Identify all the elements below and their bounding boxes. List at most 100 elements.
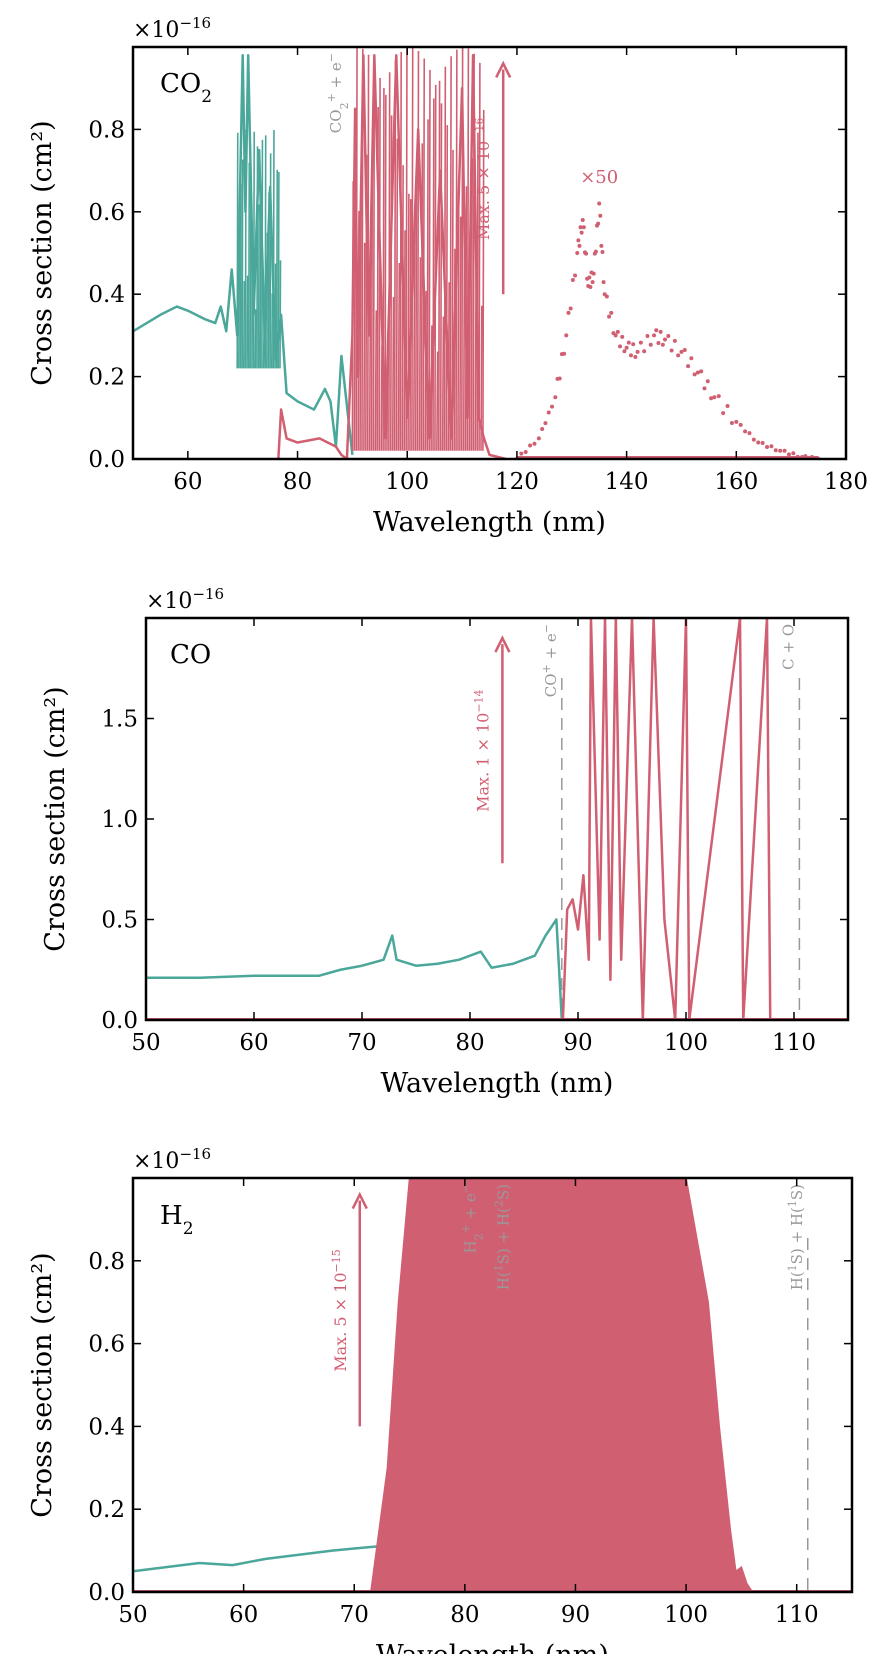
dissociation-line: [455, 49, 458, 451]
dissociation-line: [414, 170, 418, 451]
dissociation-line: [480, 305, 483, 451]
dissociation-line: [462, 206, 466, 451]
scaled-point: [756, 440, 761, 445]
scaled-point: [773, 448, 778, 453]
threshold-label: CO+ + e−: [539, 624, 560, 697]
scaled-point: [588, 285, 593, 290]
y-offset-label: ×10−16: [146, 585, 224, 614]
series-ionization: [146, 918, 564, 1020]
ionization-line: [241, 159, 244, 369]
x-tick-label: 50: [118, 1602, 147, 1628]
scaled-point: [620, 334, 625, 339]
scaled-point: [576, 238, 581, 243]
scaled-point: [600, 249, 605, 254]
threshold-label: H2+ + e−: [459, 1184, 485, 1254]
scaled-point: [609, 310, 614, 315]
ionization-line: [252, 131, 256, 369]
scaled-point: [760, 440, 765, 445]
scaled-point: [598, 213, 603, 218]
scaled-point: [519, 451, 524, 456]
y-tick-label: 0.2: [88, 365, 125, 391]
dissociation-line: [437, 80, 441, 451]
ionization-line: [270, 293, 274, 369]
dissociation-line: [478, 62, 481, 451]
scaled-point: [624, 345, 629, 350]
scaled-point: [654, 328, 659, 333]
x-tick-label: 80: [455, 1030, 484, 1056]
dissociation-line: [376, 107, 379, 451]
scaled-point: [663, 337, 668, 342]
dissociation-line: [366, 54, 370, 451]
scaled-point: [638, 340, 643, 345]
ionization-line: [251, 248, 254, 369]
dissociation-line: [459, 216, 462, 451]
ionization-line: [275, 169, 279, 369]
dissociation-line: [472, 53, 475, 451]
threshold-label: CO2+ + e−: [324, 53, 350, 133]
scaled-point: [579, 230, 584, 235]
species-title: H2: [160, 1201, 194, 1239]
scaled-point: [629, 353, 634, 358]
y-axis-label: Cross section (cm²): [27, 120, 58, 385]
y-tick-label: 0.4: [88, 1414, 125, 1440]
x-axis-label: Wavelength (nm): [373, 507, 606, 538]
scaled-point: [635, 349, 640, 354]
y-tick-label: 0.0: [88, 447, 125, 473]
x-tick-label: 80: [450, 1602, 479, 1628]
y-tick-label: 1.0: [101, 807, 138, 833]
dissociation-line: [361, 48, 364, 451]
scaled-point: [705, 379, 710, 384]
max-label: Max. 1 × 10−14: [472, 689, 493, 811]
x-tick-label: 60: [239, 1030, 268, 1056]
y-tick-label: 0.5: [101, 908, 138, 934]
dissociation-line: [466, 48, 470, 451]
scaled-point: [734, 419, 739, 424]
scaled-point: [676, 353, 681, 358]
x-tick-label: 80: [283, 469, 312, 495]
dissociation-line: [403, 230, 406, 451]
dissociation-line: [441, 316, 445, 451]
dissociation-line: [422, 58, 426, 451]
scaled-point: [721, 411, 726, 416]
x-tick-label: 70: [347, 1030, 376, 1056]
dissociation-line: [372, 64, 376, 451]
scaled-point: [557, 376, 562, 381]
threshold-label: C + O: [779, 624, 797, 670]
scaled-point: [652, 333, 657, 338]
scaled-point: [581, 225, 586, 230]
scaled-point: [523, 449, 528, 454]
dissociation-line: [476, 132, 479, 451]
ionization-line: [238, 243, 241, 369]
scaled-point: [699, 369, 704, 374]
scaled-point: [778, 448, 783, 453]
scaled-point: [615, 329, 620, 334]
ionization-line: [266, 232, 269, 369]
ionization-line: [256, 146, 259, 369]
ionization-line: [249, 179, 252, 369]
dissociation-line: [411, 47, 414, 451]
scale-label: ×50: [580, 167, 618, 188]
y-tick-label: 0.8: [88, 1249, 125, 1275]
scaled-point: [578, 225, 583, 230]
scaled-point: [562, 351, 567, 356]
y-tick-label: 0.0: [88, 1580, 125, 1606]
dissociation-line: [370, 129, 374, 451]
scaled-point: [633, 355, 638, 360]
ionization-line: [272, 129, 275, 369]
axes-frame: [131, 45, 848, 461]
scaled-point: [791, 451, 796, 456]
scaled-point: [618, 344, 623, 349]
y-tick-label: 0.0: [101, 1008, 138, 1034]
y-axis-label: Cross section (cm²): [27, 1252, 58, 1517]
max-label: Max. 5 × 10−16: [473, 118, 494, 240]
scaled-point: [626, 340, 631, 345]
scaled-point: [589, 270, 594, 275]
scaled-point: [596, 221, 601, 226]
max-arrow-head: [494, 635, 511, 653]
scaled-point: [575, 251, 580, 255]
scaled-point: [550, 404, 555, 409]
dissociation-line: [409, 199, 412, 451]
scaled-point: [747, 431, 752, 436]
dissociation-line: [413, 224, 416, 451]
